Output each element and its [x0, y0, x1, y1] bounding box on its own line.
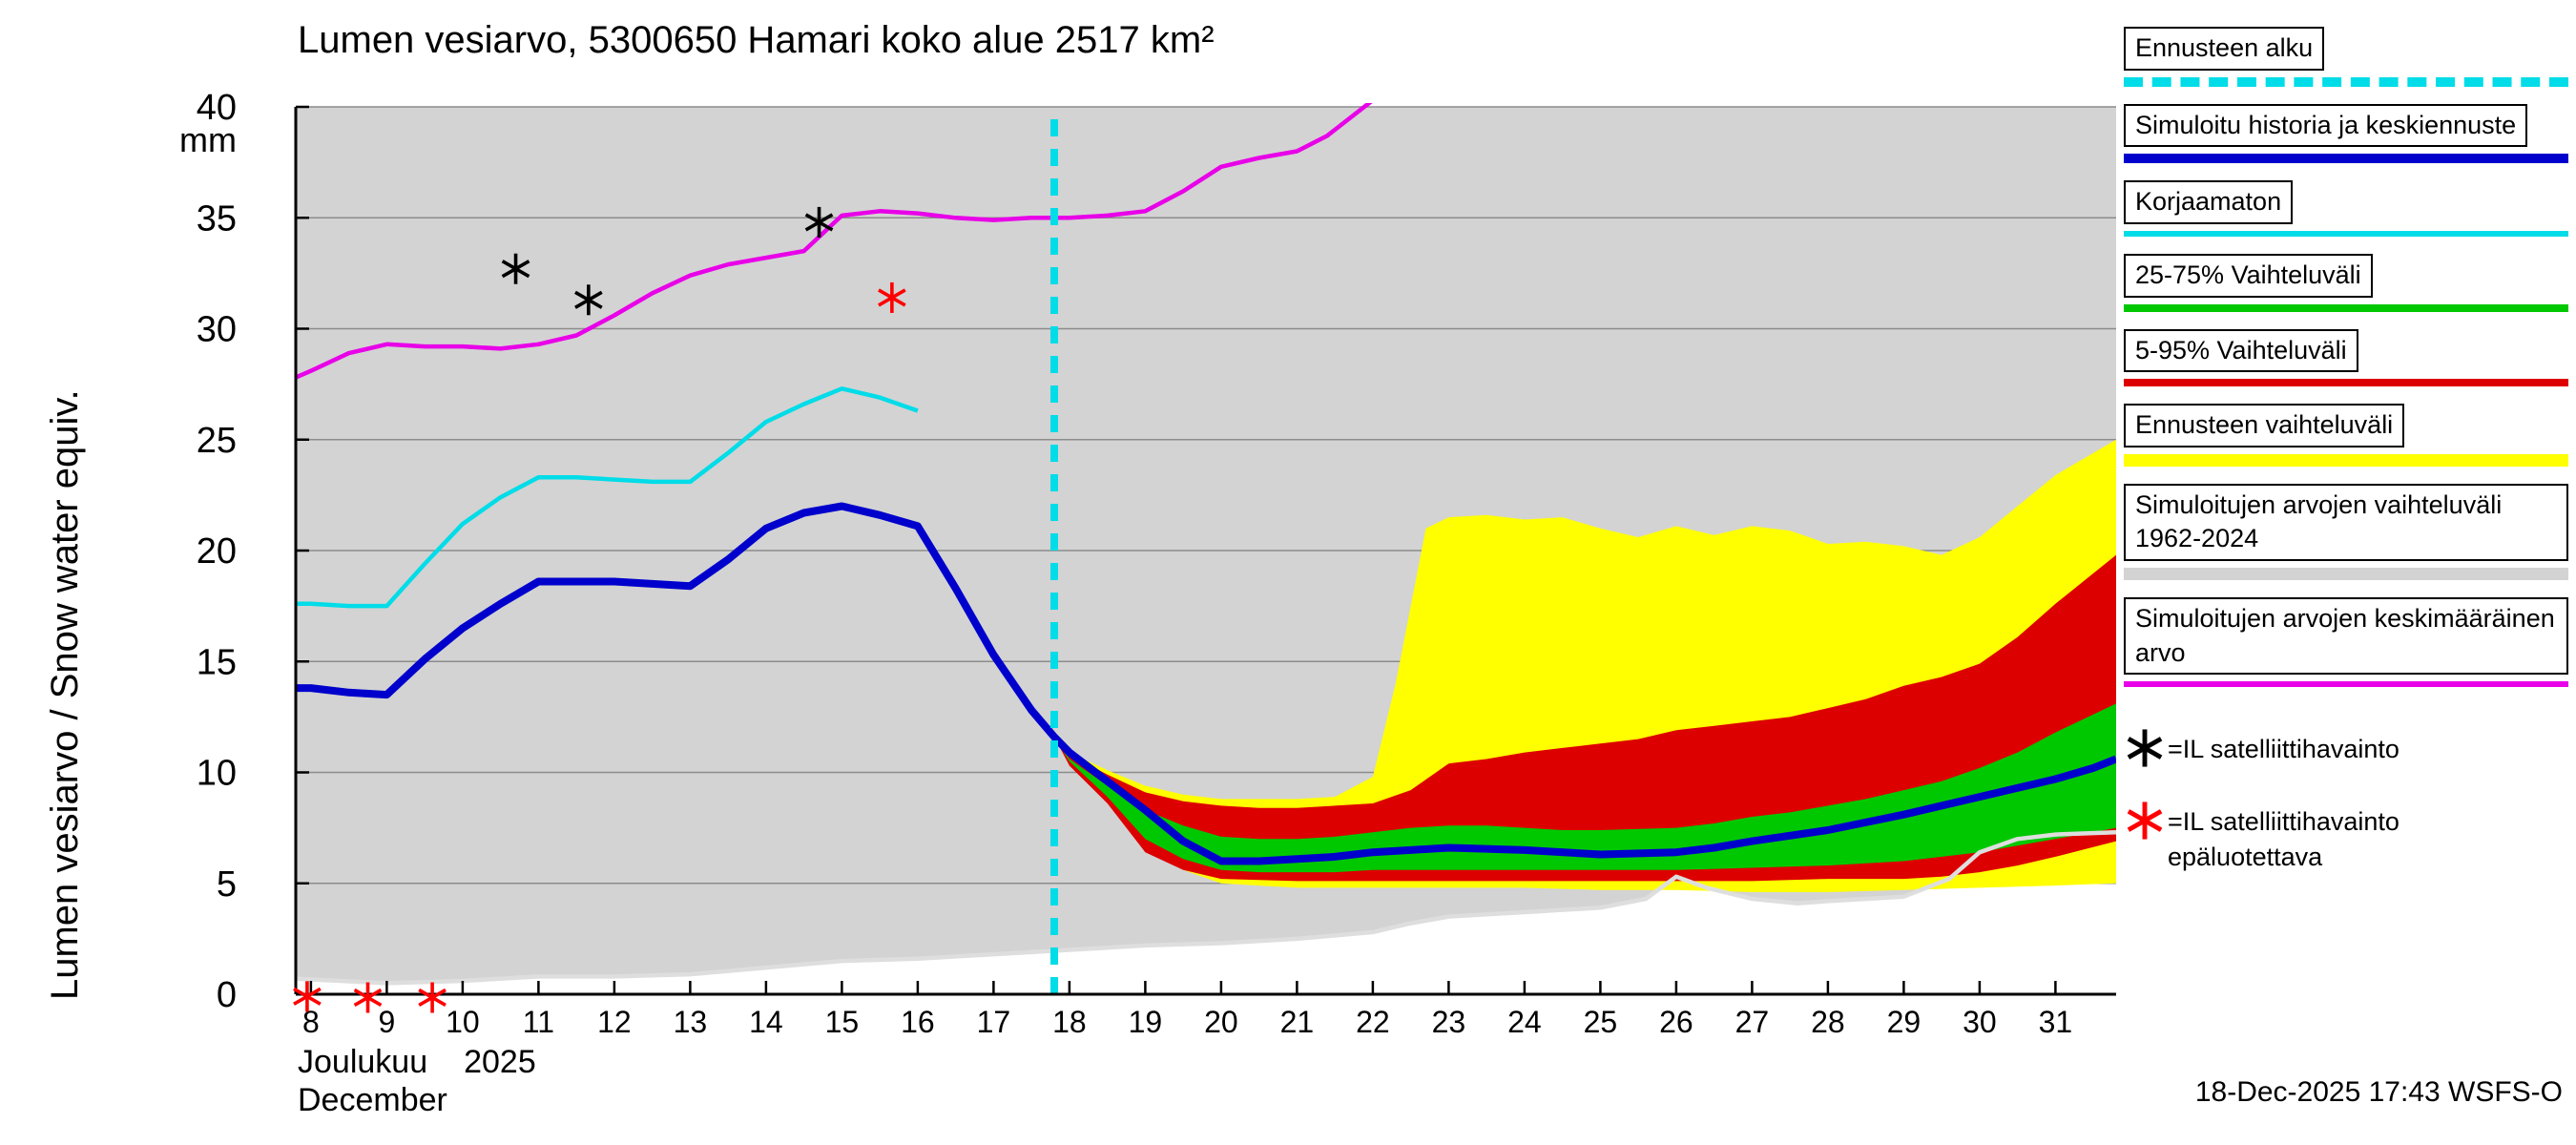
satellite-obs-unreliable-asterisk-icon — [2127, 802, 2163, 840]
svg-text:20: 20 — [1204, 1005, 1238, 1039]
simulated-history-line-swatch — [2124, 154, 2568, 164]
svg-text:25: 25 — [1584, 1005, 1618, 1039]
x-axis-month-fi: Joulukuu — [298, 1044, 428, 1080]
legend-item-forecast-range: Ennusteen vaihteluväli — [2124, 404, 2568, 467]
svg-text:24: 24 — [1507, 1005, 1542, 1039]
svg-text:11: 11 — [523, 1005, 554, 1039]
legend-label-box: 25-75% Vaihteluväli — [2124, 253, 2373, 298]
svg-text:25: 25 — [197, 421, 237, 461]
y-axis-unit: mm — [179, 120, 237, 159]
legend-item-simulated-history: Simuloitu historia ja keskiennuste — [2124, 103, 2568, 164]
legend-label: =IL satelliittihavainto epäluotettava — [2168, 807, 2399, 871]
svg-text:19: 19 — [1129, 1005, 1163, 1039]
legend-label: Ennusteen vaihteluväli — [2135, 410, 2394, 440]
svg-text:31: 31 — [2039, 1005, 2073, 1039]
history-range-swatch — [2124, 568, 2568, 580]
svg-text:35: 35 — [197, 198, 237, 239]
history-mean-line-swatch — [2124, 681, 2568, 688]
legend-label: Korjaamaton — [2135, 187, 2282, 217]
svg-text:26: 26 — [1659, 1005, 1693, 1039]
svg-text:22: 22 — [1356, 1005, 1390, 1039]
svg-text:10: 10 — [446, 1005, 480, 1039]
legend-label-box: Simuloitujen arvojen keskimääräinen arvo — [2124, 597, 2568, 676]
legend-item-history-range: Simuloitujen arvojen vaihteluväli 1962-2… — [2124, 483, 2568, 580]
svg-text:40: 40 — [197, 88, 237, 128]
uncorrected-line-swatch — [2124, 230, 2568, 237]
svg-text:14: 14 — [749, 1005, 783, 1039]
y-axis-label: Lumen vesiarvo / Snow water equiv. — [44, 389, 86, 1000]
satellite-obs-asterisk-icon — [2127, 729, 2163, 767]
x-axis-month-label: Joulukuu 2025 — [298, 1044, 536, 1081]
svg-text:20: 20 — [197, 531, 237, 572]
svg-text:10: 10 — [197, 754, 237, 794]
svg-text:28: 28 — [1811, 1005, 1845, 1039]
chart-plot-area: 8 9 10 11 12 13 14 15 16 17 18 19 20 21 22 23 24 25 26 27 28… — [197, 88, 2116, 1039]
svg-text:9: 9 — [379, 1005, 396, 1039]
legend-item-history-mean: Simuloitujen arvojen keskimääräinen arvo — [2124, 597, 2568, 688]
chart-title: Lumen vesiarvo, 5300650 Hamari koko alue… — [298, 19, 1215, 61]
legend-label-box: Ennusteen vaihteluväli — [2124, 404, 2405, 448]
svg-text:15: 15 — [197, 642, 237, 682]
svg-text:13: 13 — [674, 1005, 708, 1039]
svg-text:23: 23 — [1432, 1005, 1466, 1039]
forecast-start-line-swatch — [2124, 76, 2568, 87]
legend-label: Simuloitujen arvojen keskimääräinen arvo — [2135, 604, 2555, 667]
legend-label: Simuloitujen arvojen vaihteluväli 1962-2… — [2135, 489, 2503, 553]
legend-item-range-25-75: 25-75% Vaihteluväli — [2124, 253, 2568, 312]
legend-item-satellite-obs: =IL satelliittihavainto — [2124, 727, 2568, 769]
legend-label-box: Simuloitujen arvojen vaihteluväli 1962-2… — [2124, 483, 2568, 561]
legend-label-box: Korjaamaton — [2124, 180, 2294, 224]
legend-label-box: 5-95% Vaihteluväli — [2124, 328, 2358, 373]
legend: Ennusteen alku Simuloitu historia ja kes… — [2124, 27, 2568, 874]
legend-label-box: Simuloitu historia ja keskiennuste — [2124, 103, 2528, 148]
legend-label: 5-95% Vaihteluväli — [2135, 335, 2347, 364]
svg-text:30: 30 — [1963, 1005, 1997, 1039]
timestamp: 18-Dec-2025 17:43 WSFS-O — [2194, 1076, 2563, 1108]
range-5-95-swatch — [2124, 379, 2568, 387]
x-axis-month-en: December — [298, 1082, 447, 1118]
range-25-75-swatch — [2124, 303, 2568, 312]
svg-text:5: 5 — [217, 864, 237, 905]
svg-text:16: 16 — [901, 1005, 935, 1039]
legend-label: Ennusteen alku — [2135, 33, 2314, 62]
legend-item-satellite-obs-unreliable: =IL satelliittihavainto epäluotettava — [2124, 800, 2568, 874]
x-axis-year: 2025 — [464, 1044, 536, 1080]
legend-label-box: Ennusteen alku — [2124, 27, 2325, 71]
svg-text:15: 15 — [825, 1005, 860, 1039]
svg-text:17: 17 — [977, 1005, 1011, 1039]
svg-text:8: 8 — [302, 1005, 320, 1039]
legend-item-uncorrected: Korjaamaton — [2124, 180, 2568, 237]
legend-item-range-5-95: 5-95% Vaihteluväli — [2124, 328, 2568, 387]
legend-label: Simuloitu historia ja keskiennuste — [2135, 110, 2517, 139]
legend-label: 25-75% Vaihteluväli — [2135, 260, 2361, 289]
svg-text:27: 27 — [1735, 1005, 1770, 1039]
svg-text:12: 12 — [597, 1005, 632, 1039]
forecast-range-swatch — [2124, 453, 2568, 467]
svg-text:18: 18 — [1052, 1005, 1087, 1039]
svg-text:30: 30 — [197, 310, 237, 350]
legend-item-forecast-start: Ennusteen alku — [2124, 27, 2568, 87]
svg-text:0: 0 — [217, 975, 237, 1015]
svg-text:21: 21 — [1280, 1005, 1315, 1039]
legend-label: =IL satelliittihavainto — [2168, 735, 2399, 764]
svg-text:29: 29 — [1887, 1005, 1922, 1039]
